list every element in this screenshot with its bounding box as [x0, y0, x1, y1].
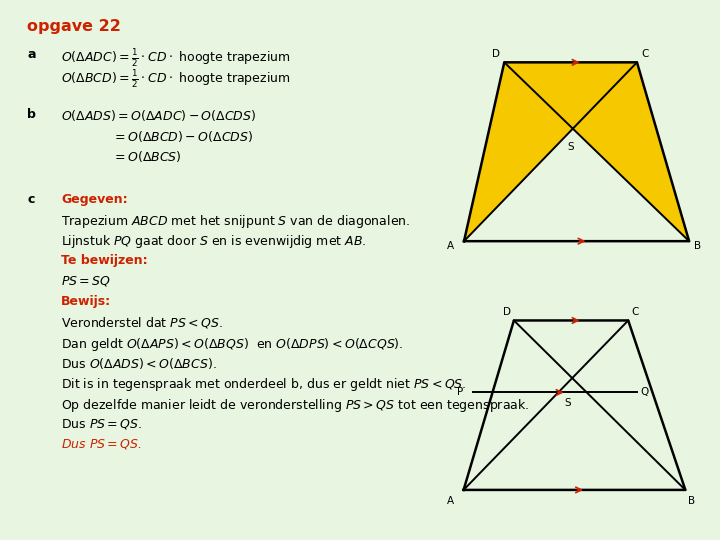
Text: Gegeven:: Gegeven:: [61, 193, 128, 206]
Text: Lijnstuk $PQ$ gaat door $S$ en is evenwijdig met $AB$.: Lijnstuk $PQ$ gaat door $S$ en is evenwi…: [61, 233, 366, 250]
Text: A: A: [447, 241, 454, 251]
Text: D: D: [503, 307, 511, 317]
Text: $O(\Delta BCD) = \frac{1}{2} \cdot CD \cdot$ hoogte trapezium: $O(\Delta BCD) = \frac{1}{2} \cdot CD \c…: [61, 69, 291, 91]
Text: $= O(\Delta BCS)$: $= O(\Delta BCS)$: [112, 149, 181, 164]
Text: b: b: [27, 108, 36, 121]
Text: Te bewijzen:: Te bewijzen:: [61, 254, 148, 267]
Text: c: c: [27, 193, 35, 206]
Text: Q: Q: [640, 388, 648, 397]
Polygon shape: [504, 62, 689, 241]
Text: P: P: [457, 388, 464, 397]
Text: Dus $PS = QS$.: Dus $PS = QS$.: [61, 417, 143, 431]
Text: C: C: [631, 307, 639, 317]
Text: S: S: [567, 141, 574, 152]
Text: B: B: [694, 241, 701, 251]
Text: opgave 22: opgave 22: [27, 19, 121, 34]
Text: D: D: [492, 49, 500, 59]
Text: B: B: [688, 496, 696, 505]
Text: S: S: [564, 398, 571, 408]
Text: A: A: [447, 496, 454, 505]
Text: $= O(\Delta BCD) - O(\Delta CDS)$: $= O(\Delta BCD) - O(\Delta CDS)$: [112, 129, 253, 144]
Text: Op dezelfde manier leidt de veronderstelling $PS > QS$ tot een tegenspraak.: Op dezelfde manier leidt de veronderstel…: [61, 397, 529, 414]
Text: Dus $O(\Delta ADS) < O(\Delta BCS)$.: Dus $O(\Delta ADS) < O(\Delta BCS)$.: [61, 356, 217, 372]
Text: Dit is in tegenspraak met onderdeel b, dus er geldt niet $PS < QS$.: Dit is in tegenspraak met onderdeel b, d…: [61, 376, 467, 393]
Text: Trapezium $ABCD$ met het snijpunt $S$ van de diagonalen.: Trapezium $ABCD$ met het snijpunt $S$ va…: [61, 213, 410, 230]
Text: $O(\Delta ADS) = O(\Delta ADC) - O(\Delta CDS)$: $O(\Delta ADS) = O(\Delta ADC) - O(\Delt…: [61, 108, 256, 123]
Text: Dan geldt $O(\Delta APS) < O(\Delta BQS)$  en $O(\Delta DPS) < O(\Delta CQS)$.: Dan geldt $O(\Delta APS) < O(\Delta BQS)…: [61, 336, 404, 353]
Text: $O(\Delta ADC) = \frac{1}{2} \cdot CD \cdot$ hoogte trapezium: $O(\Delta ADC) = \frac{1}{2} \cdot CD \c…: [61, 48, 291, 70]
Polygon shape: [464, 62, 637, 241]
Text: C: C: [642, 49, 649, 59]
Text: a: a: [27, 48, 36, 60]
Text: Bewijs:: Bewijs:: [61, 295, 112, 308]
Text: Dus $PS = QS$.: Dus $PS = QS$.: [61, 437, 142, 451]
Text: $PS = SQ$: $PS = SQ$: [61, 274, 112, 288]
Text: Veronderstel dat $PS < QS$.: Veronderstel dat $PS < QS$.: [61, 315, 223, 330]
